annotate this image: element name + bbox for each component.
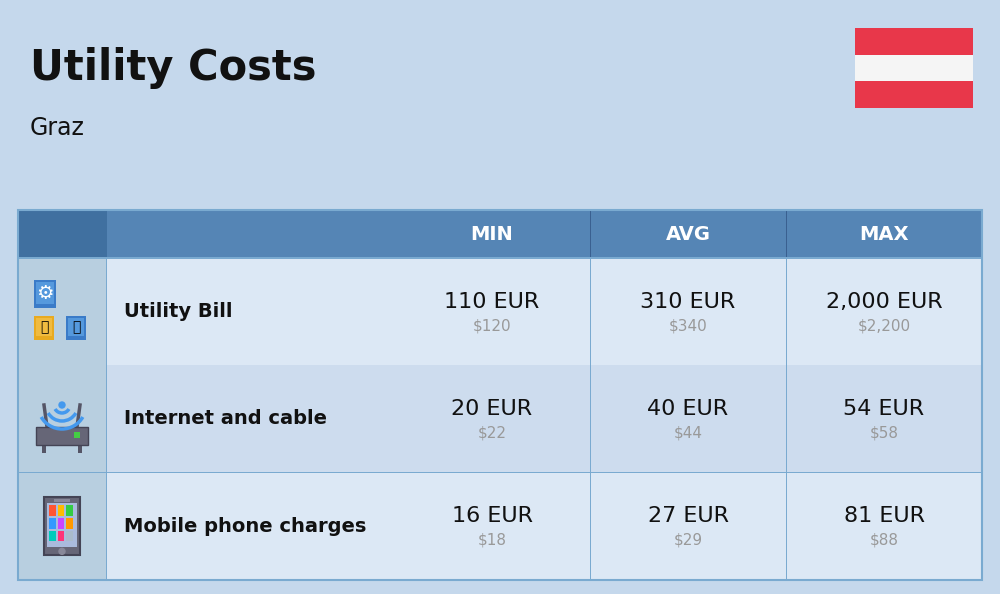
Text: 16 EUR: 16 EUR <box>452 506 532 526</box>
Bar <box>18 210 106 258</box>
Bar <box>58 530 64 541</box>
Bar <box>68 318 84 336</box>
Bar <box>49 530 56 541</box>
Bar <box>18 258 982 365</box>
Bar <box>36 318 52 336</box>
Text: 310 EUR: 310 EUR <box>640 292 736 312</box>
Bar <box>34 280 56 308</box>
Text: AVG: AVG <box>666 225 710 244</box>
Bar <box>66 518 73 529</box>
Bar <box>18 365 982 473</box>
Text: 🚰: 🚰 <box>72 321 80 334</box>
Text: Utility Bill: Utility Bill <box>124 302 232 321</box>
Text: 40 EUR: 40 EUR <box>647 399 729 419</box>
Bar <box>18 472 982 473</box>
Bar <box>49 505 56 516</box>
Text: $18: $18 <box>478 533 507 548</box>
Text: 🔌: 🔌 <box>40 321 48 334</box>
Bar <box>855 55 973 81</box>
Text: 110 EUR: 110 EUR <box>444 292 540 312</box>
Bar <box>66 530 73 541</box>
Bar <box>34 315 54 340</box>
Text: $2,200: $2,200 <box>857 318 911 333</box>
Text: $88: $88 <box>870 533 898 548</box>
Text: Utility Costs: Utility Costs <box>30 47 316 89</box>
Bar <box>18 365 106 473</box>
Bar <box>54 500 70 502</box>
Bar <box>58 518 64 529</box>
Bar <box>78 445 82 453</box>
Bar <box>18 473 106 580</box>
Text: Internet and cable: Internet and cable <box>124 409 327 428</box>
Text: Mobile phone charges: Mobile phone charges <box>124 517 366 536</box>
Bar <box>18 473 982 580</box>
Bar <box>36 282 54 304</box>
Bar <box>18 579 982 580</box>
Text: 81 EUR: 81 EUR <box>844 506 924 526</box>
Text: $58: $58 <box>870 425 898 441</box>
Text: $44: $44 <box>674 425 702 441</box>
Circle shape <box>59 548 65 554</box>
Text: 54 EUR: 54 EUR <box>843 399 925 419</box>
Bar <box>74 432 80 438</box>
Text: $29: $29 <box>673 533 703 548</box>
Bar <box>47 503 77 547</box>
Text: $22: $22 <box>478 425 507 441</box>
Text: 27 EUR: 27 EUR <box>648 506 728 526</box>
Text: 20 EUR: 20 EUR <box>451 399 533 419</box>
Bar <box>44 497 80 555</box>
Text: MIN: MIN <box>471 225 513 244</box>
Bar <box>66 315 86 340</box>
Bar <box>18 257 982 258</box>
Bar <box>106 210 107 258</box>
Bar <box>36 427 88 445</box>
Bar <box>36 427 88 445</box>
Text: MAX: MAX <box>859 225 909 244</box>
Bar <box>58 505 64 516</box>
Bar <box>18 210 982 580</box>
Text: $340: $340 <box>669 318 707 333</box>
Bar <box>42 445 46 453</box>
Circle shape <box>59 402 65 408</box>
Bar <box>66 505 73 516</box>
Text: 2,000 EUR: 2,000 EUR <box>826 292 942 312</box>
Bar <box>855 81 973 108</box>
Bar <box>18 258 106 365</box>
Text: $120: $120 <box>473 318 511 333</box>
Text: Graz: Graz <box>30 116 85 140</box>
Text: ⚙: ⚙ <box>36 284 54 303</box>
Bar <box>855 28 973 55</box>
Bar <box>18 210 982 258</box>
Bar <box>49 518 56 529</box>
